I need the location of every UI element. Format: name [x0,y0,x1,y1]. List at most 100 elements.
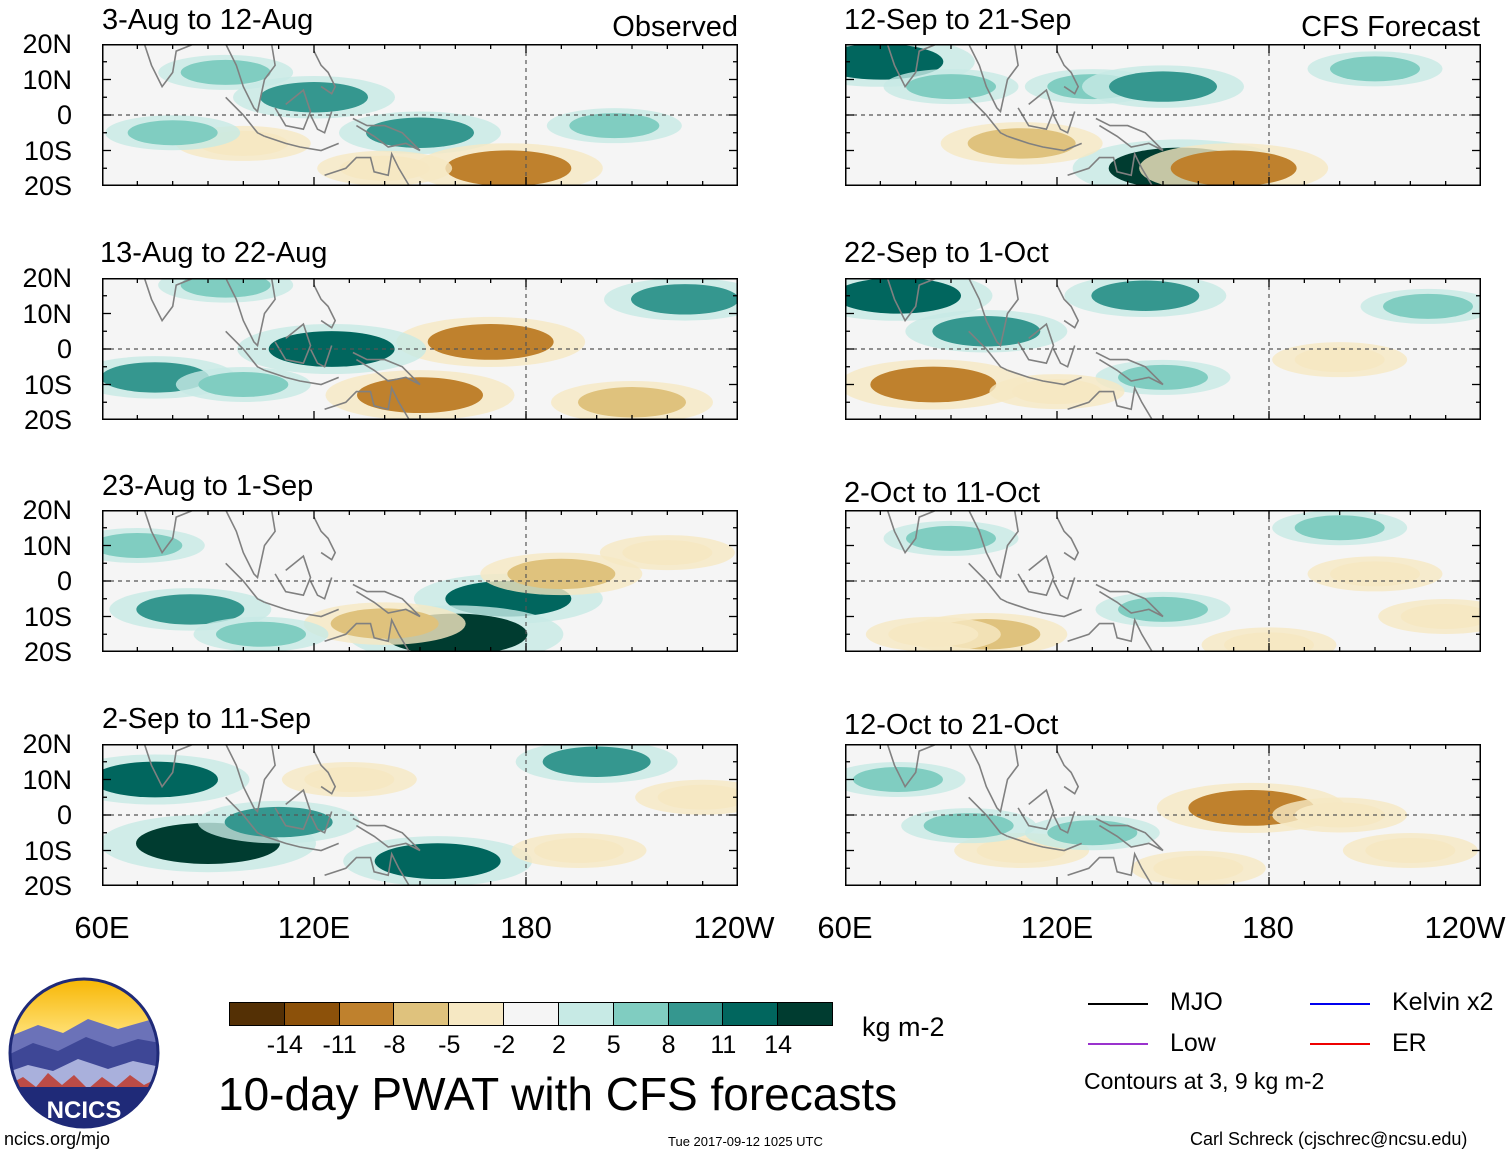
anomaly-blob [622,540,713,566]
coastline [313,284,337,329]
anomaly-blob [631,284,738,315]
lat-label: 0 [56,800,72,830]
anomaly-blob [366,117,474,148]
coastline [309,811,333,834]
anomaly-blob [180,59,271,85]
coastline [1067,617,1154,652]
anomaly-blob [374,843,501,880]
map-panel-5 [845,44,1481,186]
lat-label: 0 [56,566,72,596]
coastline [352,351,421,386]
units-label: kg m-2 [862,1012,945,1042]
anomaly-blob [357,377,483,414]
coastline [1052,345,1076,368]
coastline [313,750,337,795]
legend-line-er [1310,1043,1370,1045]
lat-label: 20N [22,29,72,59]
anomaly-blob [923,813,1014,839]
legend-line-mjo [1088,1003,1148,1005]
coastline [225,796,265,838]
anomaly-blob [180,278,271,298]
coastline [1056,284,1080,329]
lat-label: 20S [23,637,72,667]
panel-title-7: 2-Oct to 11-Oct [844,477,1041,509]
colorbar-cell [722,1002,779,1026]
coastline [1095,583,1164,618]
lat-label: 10N [22,64,72,95]
anomaly-blob [1170,150,1297,186]
anomaly-blob [102,761,218,798]
anomaly-blob [507,558,616,590]
lon-label-180-left: 180 [500,910,552,945]
anomaly-blob [1153,855,1244,881]
coastline [352,117,421,152]
colorbar-tick-label: 8 [661,1031,676,1059]
colorbar-tick-label: -14 [266,1031,303,1059]
lat-label: 10N [22,298,72,329]
coastline [143,510,195,555]
observed-label: Observed [612,11,738,43]
anomaly-blob [906,525,996,551]
anomaly-blob [1365,838,1456,863]
anomaly-blob [853,767,943,792]
lat-label: 20S [23,871,72,901]
panel-title-8: 12-Oct to 21-Oct [844,709,1059,741]
anomaly-blob [1109,71,1217,102]
coastline [274,788,312,831]
colorbar-cell [777,1002,833,1026]
anomaly-blob [578,387,686,418]
coastline [1007,135,1082,152]
panel-title-3: 23-Aug to 1-Sep [102,470,314,502]
lon-label-120e-left: 120E [277,910,351,945]
coastline [967,44,1019,114]
coastline [1052,811,1076,834]
lat-label: 20N [22,263,72,293]
coastline [143,744,195,789]
legend-line-kelvin [1310,1003,1370,1005]
map-panel-1 [102,44,738,186]
coastline [1056,750,1080,795]
coastline [352,817,421,852]
lon-label-180-right: 180 [1242,910,1294,945]
coastline [224,44,276,114]
anomaly-blob [542,746,651,777]
coastline [967,510,1019,580]
panel-title-4: 2-Sep to 11-Sep [102,703,312,735]
anomaly-blob [127,120,218,146]
coastline [1007,601,1082,618]
anomaly-blob [136,594,245,625]
map-panel-6 [845,278,1481,420]
colorbar-tick-label: -8 [383,1031,406,1059]
colorbar-cell [667,1002,724,1026]
contour-note: Contours at 3, 9 kg m-2 [1084,1068,1325,1094]
coastline [1007,835,1082,852]
legend-label-kelvin: Kelvin x2 [1392,988,1494,1016]
coastline [1017,788,1055,831]
colorbar-cell [229,1002,285,1026]
lat-label: 10S [23,369,72,400]
coastline [274,88,312,131]
coastline [967,278,1019,348]
logo-text: NCICS [47,1097,122,1124]
coastline [886,44,938,89]
anomaly-blob [1294,802,1385,828]
coastline [1095,117,1164,152]
anomaly-blob [657,784,738,810]
lat-label: 0 [56,100,72,130]
coastline [313,516,337,561]
coastline [143,44,195,89]
coastline [224,510,276,580]
anomaly-blob [339,155,430,181]
anomaly-blob [967,128,1076,159]
anomaly-blob [330,608,439,639]
anomaly-blob [569,113,660,139]
anomaly-blob [888,621,979,647]
anomaly-blob [845,278,961,314]
coastline [264,135,339,152]
lat-label: 10N [22,764,72,795]
lon-label-60e-right: 60E [817,910,873,945]
footer-timestamp: Tue 2017-09-12 1025 UTC [668,1134,823,1149]
coastline [1056,516,1080,561]
anomaly-blob [1294,515,1385,541]
coastline [224,278,276,348]
